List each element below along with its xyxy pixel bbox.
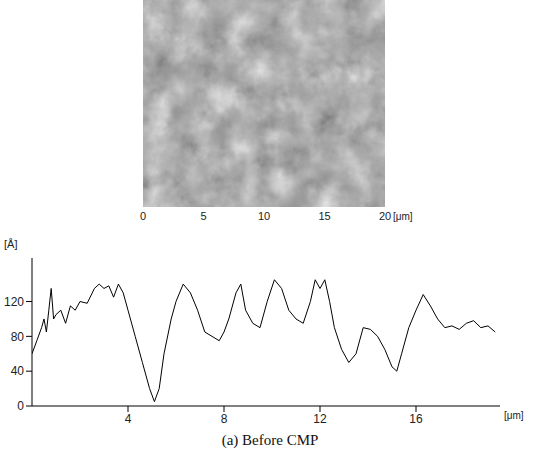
svg-text:0: 0 <box>140 210 146 222</box>
svg-text:12: 12 <box>313 412 327 426</box>
svg-text:5: 5 <box>200 210 206 222</box>
svg-text:80: 80 <box>11 330 25 344</box>
html-text:[μm]: [μm] <box>504 410 524 421</box>
svg-text:0: 0 <box>17 399 24 413</box>
svg-text:120: 120 <box>4 295 24 309</box>
svg-text:10: 10 <box>258 210 270 222</box>
svg-text:8: 8 <box>221 412 228 426</box>
svg-text:15: 15 <box>318 210 330 222</box>
svg-text:[μm]: [μm] <box>393 211 413 222</box>
html-text:[Å]: [Å] <box>4 238 18 250</box>
svg-text:16: 16 <box>409 412 423 426</box>
svg-text:20: 20 <box>379 210 391 222</box>
svg-text:40: 40 <box>11 364 25 378</box>
html-text:(a) Before CMP: (a) Before CMP <box>221 432 319 448</box>
svg-text:4: 4 <box>125 412 132 426</box>
